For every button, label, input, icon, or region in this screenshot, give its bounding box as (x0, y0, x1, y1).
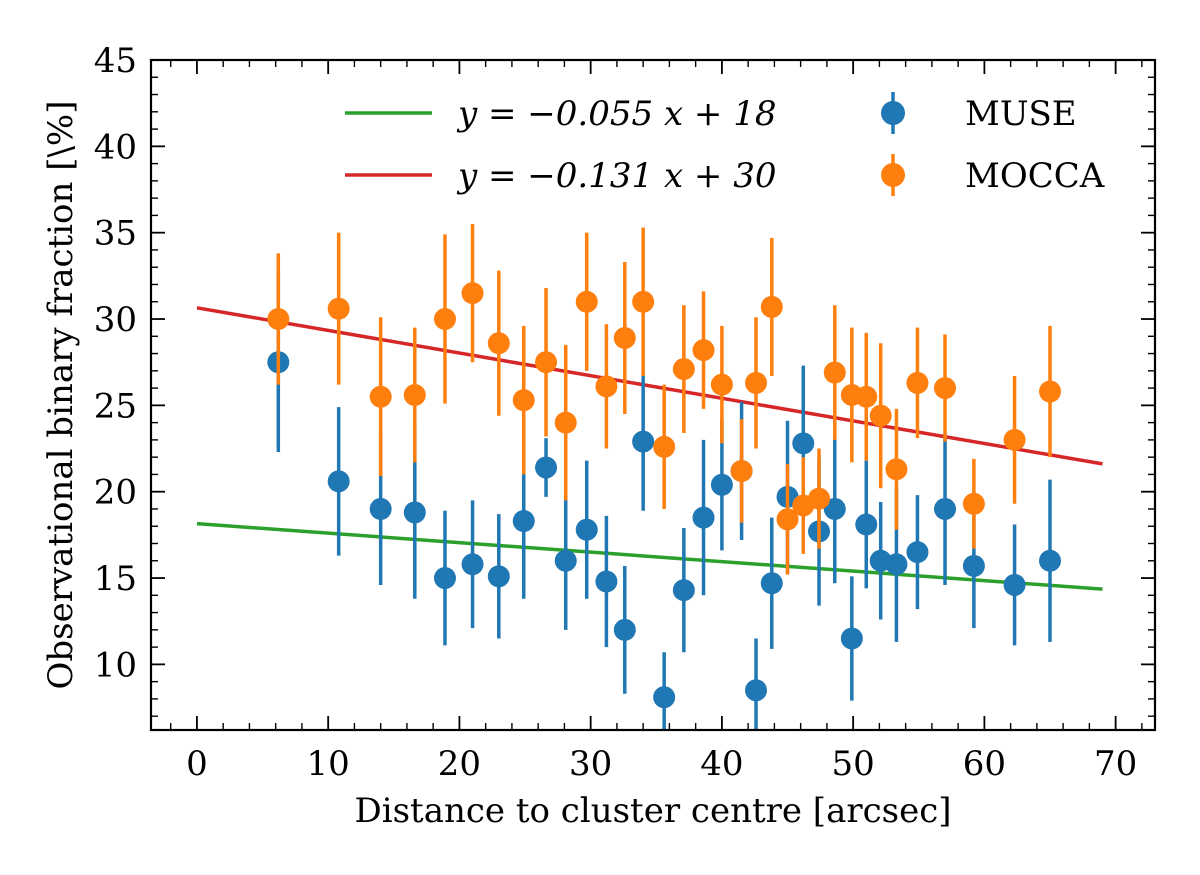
muse-point-14 (653, 686, 675, 708)
mocca-point-10 (576, 291, 598, 313)
legend: y = −0.055 x + 18 y = −0.131 x + 30 MUSE… (345, 92, 1105, 196)
muse-point-28 (885, 553, 907, 575)
muse-point-2 (370, 498, 392, 520)
legend-muse-label: MUSE (965, 94, 1077, 134)
y-axis-label: Observational binary fraction [\%] (41, 100, 81, 689)
x-tick-label: 30 (569, 744, 612, 784)
muse-point-3 (404, 501, 426, 523)
x-tick-label: 0 (186, 744, 208, 784)
mocca-point-17 (711, 374, 733, 396)
mocca-point-4 (434, 308, 456, 330)
muse-point-26 (855, 514, 877, 536)
mocca-point-7 (513, 389, 535, 411)
mocca-point-32 (1004, 429, 1026, 451)
y-tick-label: 20 (94, 473, 137, 513)
x-tick-label: 10 (307, 744, 350, 784)
y-tick-label: 40 (94, 127, 137, 167)
mocca-point-1 (328, 298, 350, 320)
fit-line-muse (197, 524, 1103, 590)
legend-muse-marker (881, 101, 905, 125)
muse-point-17 (711, 474, 733, 496)
muse-point-10 (576, 519, 598, 541)
mocca-point-18 (731, 460, 753, 482)
muse-point-33 (1039, 550, 1061, 572)
muse-point-15 (673, 579, 695, 601)
mocca-point-23 (808, 488, 830, 510)
muse-point-13 (632, 431, 654, 453)
y-tick-label: 25 (94, 386, 137, 426)
muse-point-4 (434, 567, 456, 589)
mocca-point-29 (906, 372, 928, 394)
mocca-point-11 (595, 375, 617, 397)
mocca-point-12 (614, 327, 636, 349)
mocca-point-30 (934, 377, 956, 399)
muse-point-25 (841, 627, 863, 649)
mocca-point-8 (535, 351, 557, 373)
mocca-point-24 (824, 362, 846, 384)
y-tick-label: 10 (94, 645, 137, 685)
mocca-point-13 (632, 291, 654, 313)
mocca-point-9 (555, 412, 577, 434)
mocca-point-2 (370, 386, 392, 408)
mocca-point-33 (1039, 381, 1061, 403)
legend-mocca-label: MOCCA (965, 156, 1105, 196)
x-axis-label: Distance to cluster centre [arcsec] (354, 791, 951, 831)
plot-layer (197, 224, 1103, 742)
mocca-point-28 (885, 458, 907, 480)
legend-fit-muse-label: y = −0.055 x + 18 (456, 94, 776, 134)
x-tick-label: 40 (700, 744, 743, 784)
y-tick-label: 30 (94, 300, 137, 340)
muse-point-9 (555, 550, 577, 572)
muse-point-22 (792, 432, 814, 454)
muse-point-7 (513, 510, 535, 532)
mocca-point-31 (963, 493, 985, 515)
x-tick-label: 70 (1094, 744, 1137, 784)
mocca-point-0 (267, 308, 289, 330)
muse-point-32 (1004, 574, 1026, 596)
muse-point-5 (462, 553, 484, 575)
x-tick-label: 20 (438, 744, 481, 784)
mocca-point-16 (693, 339, 715, 361)
mocca-point-5 (462, 282, 484, 304)
mocca-point-20 (761, 296, 783, 318)
muse-point-19 (745, 679, 767, 701)
x-tick-label: 50 (832, 744, 875, 784)
mocca-point-3 (404, 384, 426, 406)
muse-point-11 (595, 570, 617, 592)
mocca-point-27 (870, 405, 892, 427)
plot-area (197, 224, 1103, 742)
muse-point-6 (488, 565, 510, 587)
muse-point-1 (328, 470, 350, 492)
mocca-point-26 (855, 386, 877, 408)
mocca-point-6 (488, 332, 510, 354)
muse-point-29 (906, 541, 928, 563)
y-tick-label: 15 (94, 559, 137, 599)
muse-point-16 (693, 507, 715, 529)
muse-point-30 (934, 498, 956, 520)
mocca-point-14 (653, 436, 675, 458)
muse-point-20 (761, 572, 783, 594)
y-tick-label: 35 (94, 214, 137, 254)
muse-point-12 (614, 619, 636, 641)
x-tick-label: 60 (963, 744, 1006, 784)
mocca-point-19 (745, 372, 767, 394)
mocca-point-15 (673, 358, 695, 380)
legend-fit-mocca-label: y = −0.131 x + 30 (456, 156, 776, 196)
legend-mocca-marker (881, 163, 905, 187)
muse-point-31 (963, 555, 985, 577)
muse-point-8 (535, 457, 557, 479)
y-tick-label: 45 (94, 41, 137, 81)
